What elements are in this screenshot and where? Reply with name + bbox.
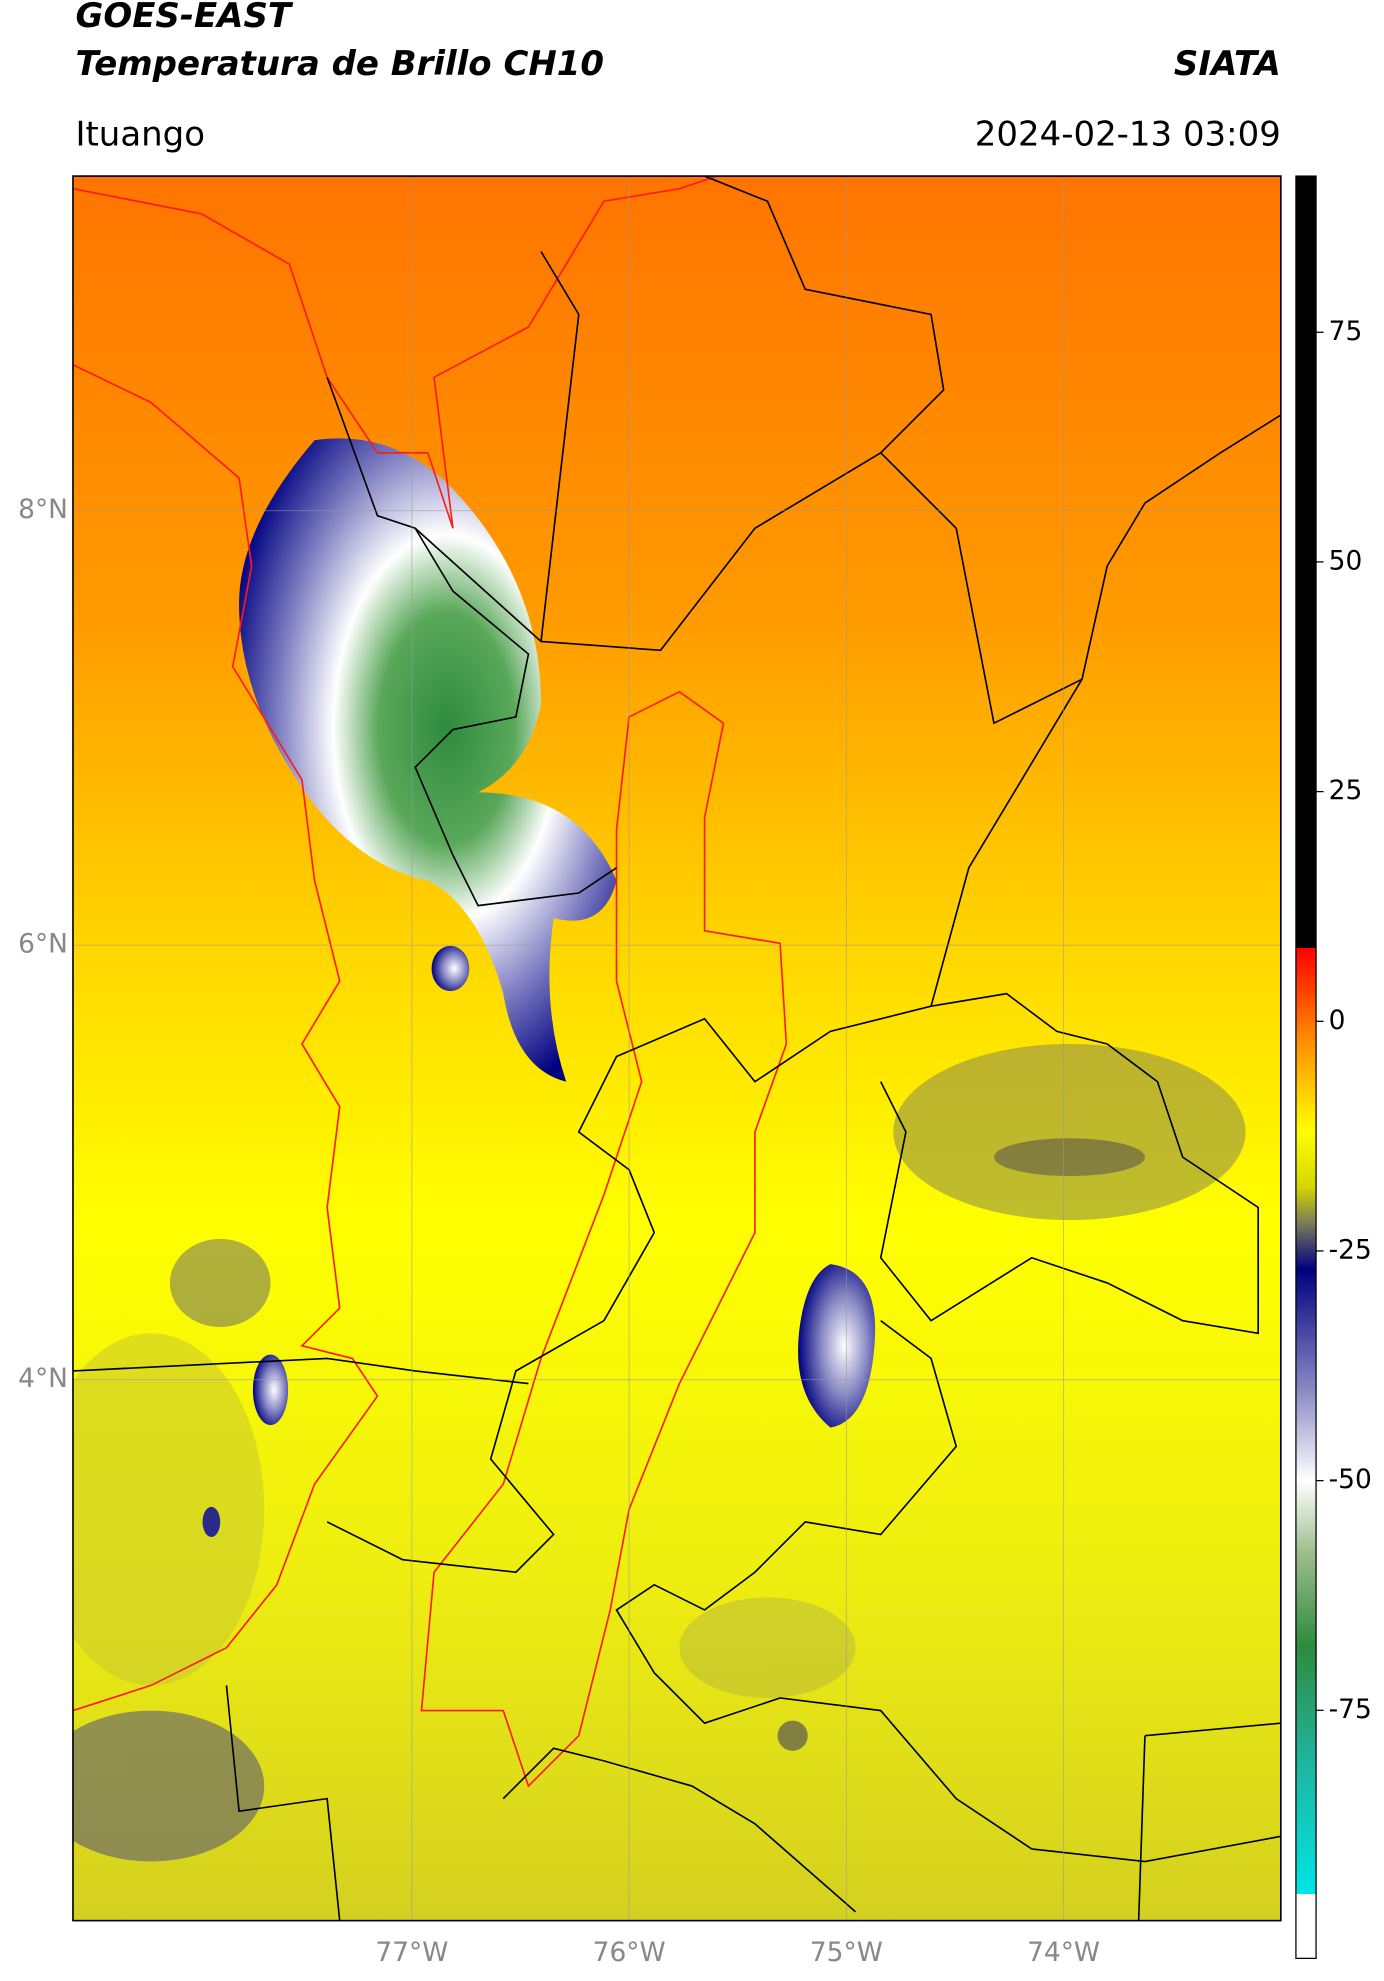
colorbar	[1295, 175, 1317, 1959]
colorbar-tick-label: -50	[1329, 1464, 1372, 1495]
subtitle: Temperatura de Brillo CH10	[75, 44, 604, 84]
x-tick-label: 76°W	[593, 1937, 666, 1968]
colorbar-tick-label: -75	[1329, 1694, 1372, 1725]
department-border	[72, 1357, 1281, 1921]
brand: SIATA	[1174, 44, 1281, 84]
storm-cloud	[239, 438, 617, 1082]
grid	[72, 176, 1281, 1921]
storm-cell	[431, 945, 470, 992]
x-tick-label: 74°W	[1027, 1937, 1100, 1968]
colorbar-tick-label: 75	[1329, 316, 1363, 347]
colorbar-tick-label: 25	[1329, 775, 1363, 806]
storm-cell	[202, 1506, 221, 1538]
colorbar-tick-label: 0	[1329, 1005, 1346, 1036]
border	[72, 176, 718, 529]
map-frame	[72, 175, 1282, 1922]
colorbar-tick-label: 50	[1329, 545, 1363, 576]
colorbar-tick-label: -25	[1329, 1234, 1372, 1265]
storm-cell	[252, 1354, 289, 1426]
location: Ituango	[75, 114, 205, 154]
department-border	[326, 176, 1281, 725]
x-tick-label: 75°W	[810, 1937, 883, 1968]
title: GOES-EAST	[75, 0, 293, 36]
storm-cell	[798, 1264, 876, 1428]
y-tick-label: 8°N	[18, 494, 68, 525]
department-border	[420, 690, 788, 1788]
y-tick-label: 4°N	[18, 1363, 68, 1394]
coastline	[72, 364, 379, 1712]
y-tick-label: 6°N	[18, 929, 68, 960]
department-border	[615, 992, 1281, 1863]
cloud-patches	[72, 1043, 1246, 1862]
datetime: 2024-02-13 03:09	[975, 114, 1281, 154]
x-tick-label: 77°W	[375, 1937, 448, 1968]
map	[72, 176, 1281, 1921]
